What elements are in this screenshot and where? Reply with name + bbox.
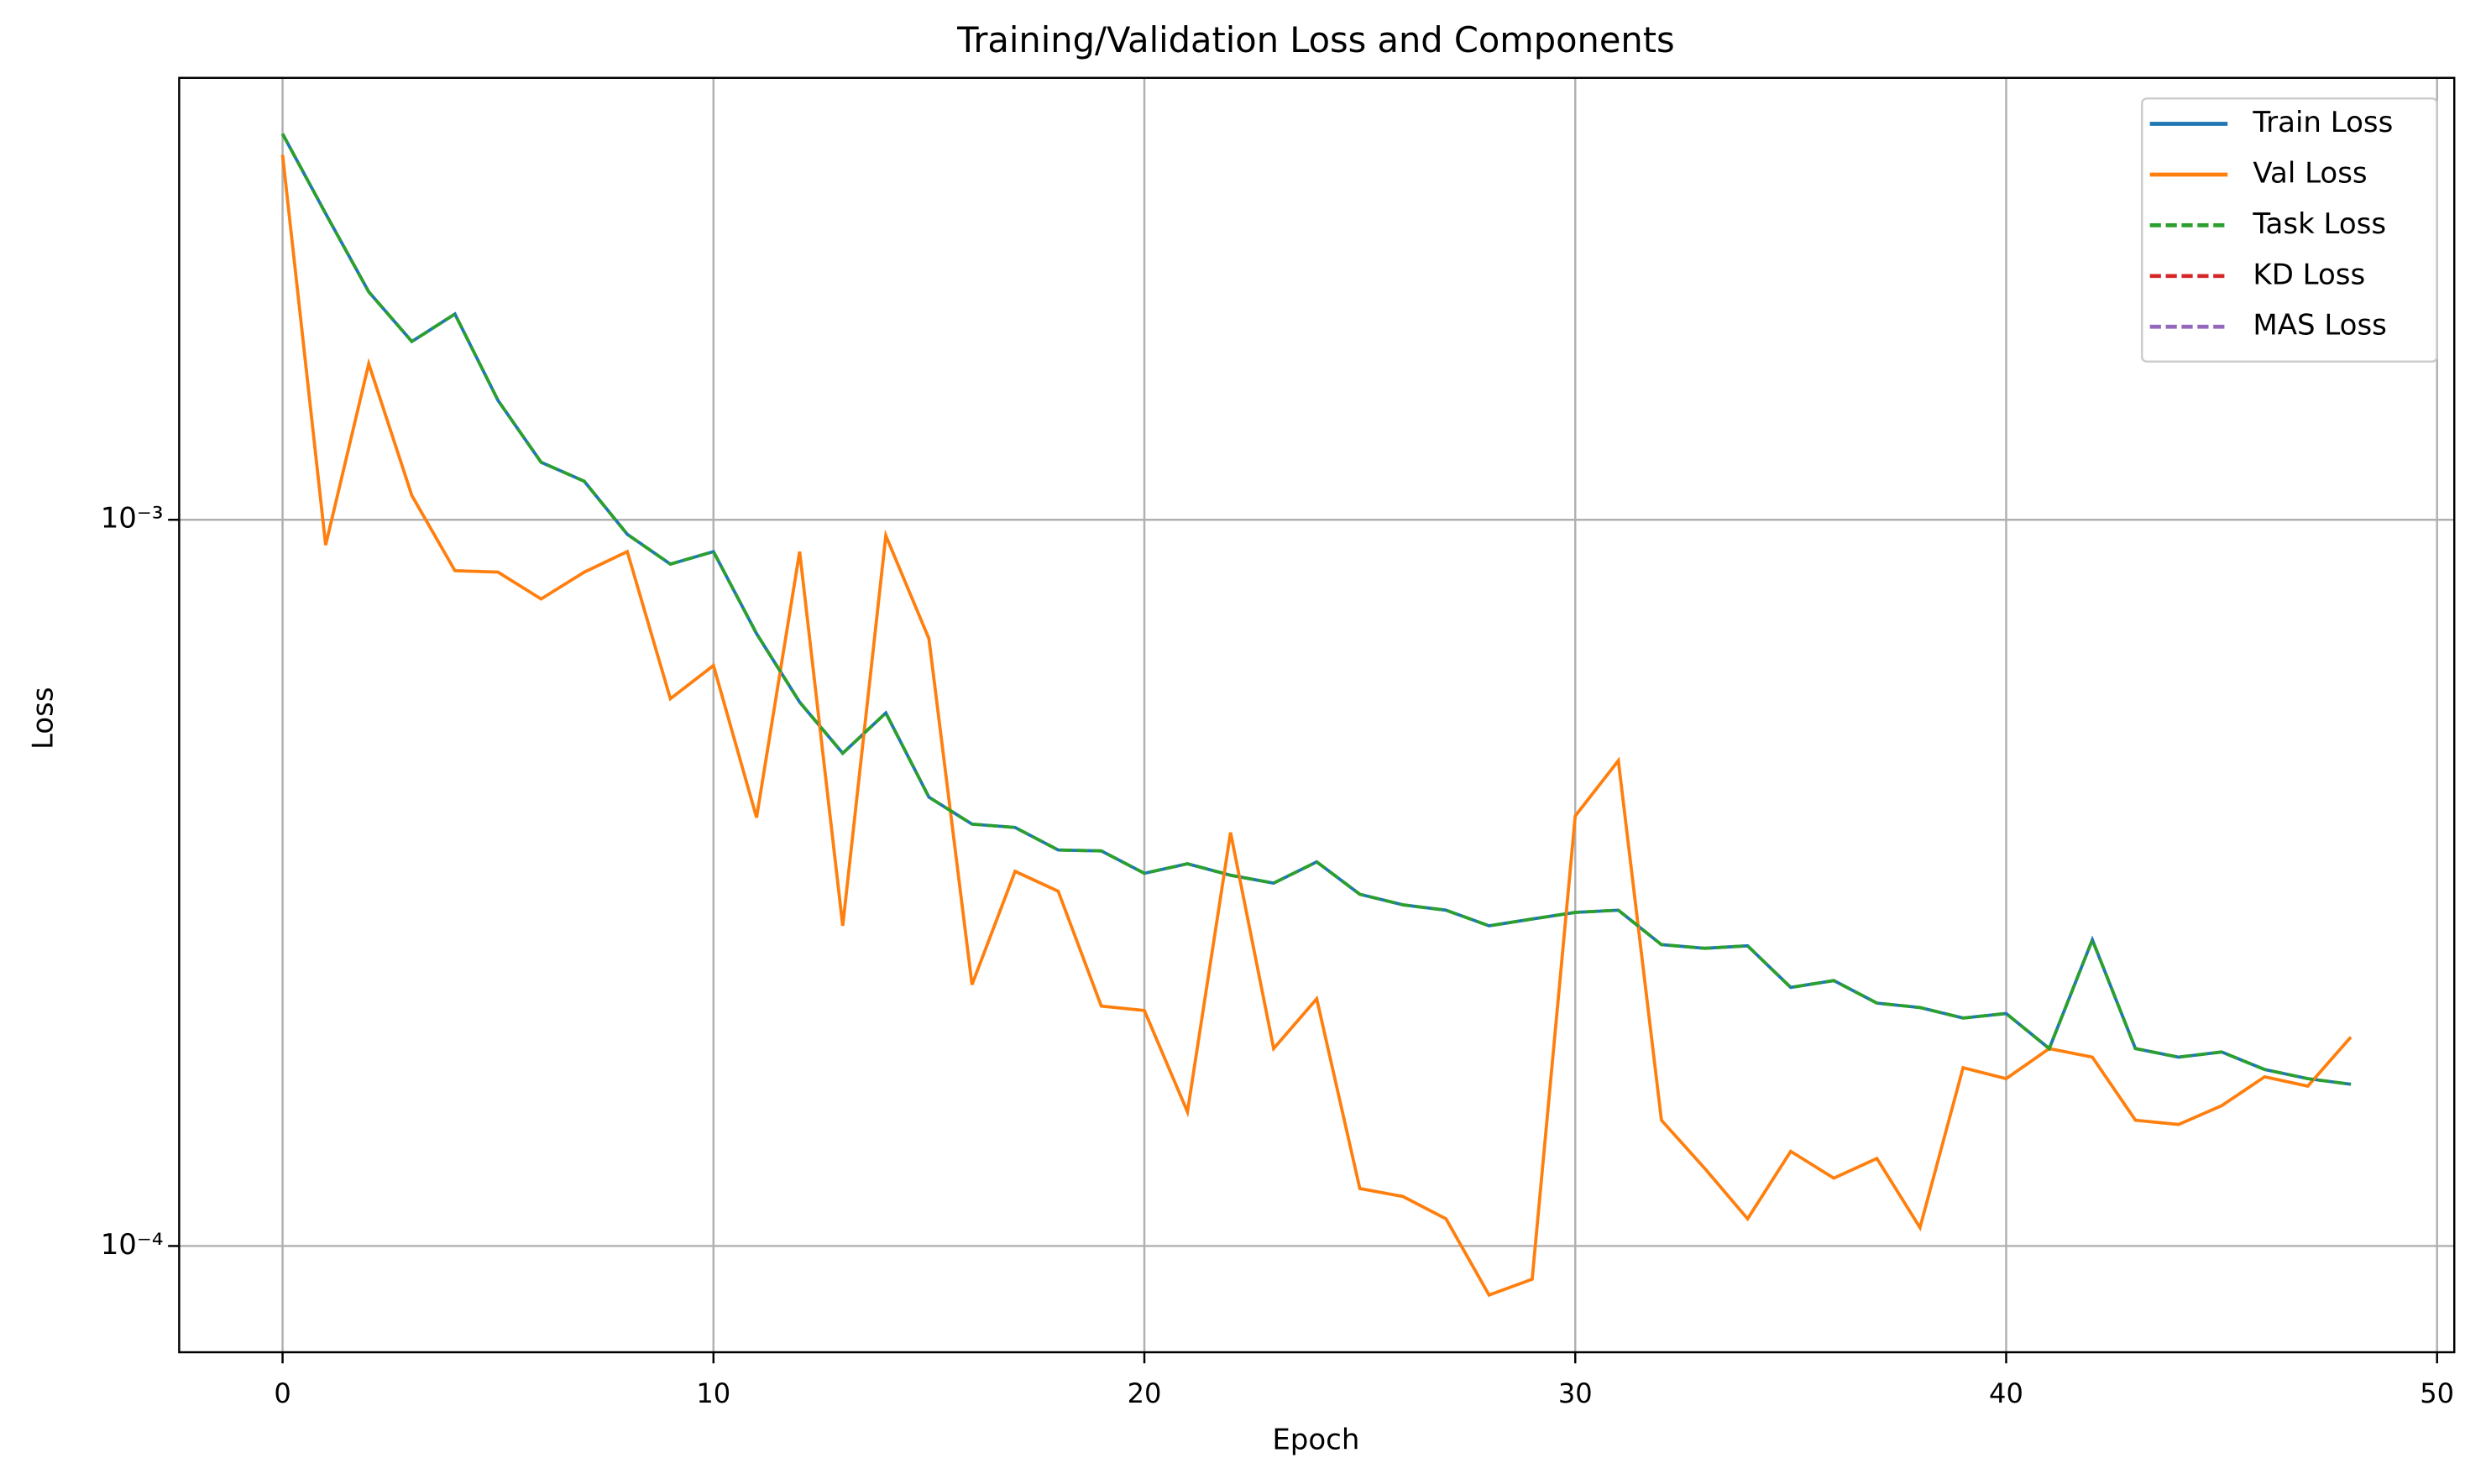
x-tick-label: 40 xyxy=(1989,1377,2023,1409)
y-axis-label: Loss xyxy=(26,687,60,750)
legend-label: Task Loss xyxy=(2252,207,2386,241)
y-tick-label: 10⁻³ xyxy=(101,502,164,536)
chart-title: Training/Validation Loss and Components xyxy=(956,19,1675,60)
legend-box xyxy=(2140,97,2438,363)
x-tick-label: 50 xyxy=(2420,1377,2454,1409)
x-tick-label: 10 xyxy=(696,1377,730,1409)
x-tick-label: 30 xyxy=(1558,1377,1593,1409)
series-line xyxy=(280,154,2353,1298)
legend-label: KD Loss xyxy=(2253,258,2365,291)
y-tick-label: 10⁻⁴ xyxy=(101,1228,164,1262)
plot-area xyxy=(280,133,2353,1298)
legend-label: Train Loss xyxy=(2252,106,2393,139)
x-axis-label: Epoch xyxy=(1272,1423,1359,1456)
legend-label: MAS Loss xyxy=(2253,309,2386,342)
x-tick-label: 0 xyxy=(274,1377,290,1409)
x-tick-label: 20 xyxy=(1128,1377,1162,1409)
series-line xyxy=(280,133,2352,1086)
legend-label: Val Loss xyxy=(2253,156,2367,190)
series-line xyxy=(280,133,2352,1086)
axes-frame xyxy=(178,76,2456,1354)
